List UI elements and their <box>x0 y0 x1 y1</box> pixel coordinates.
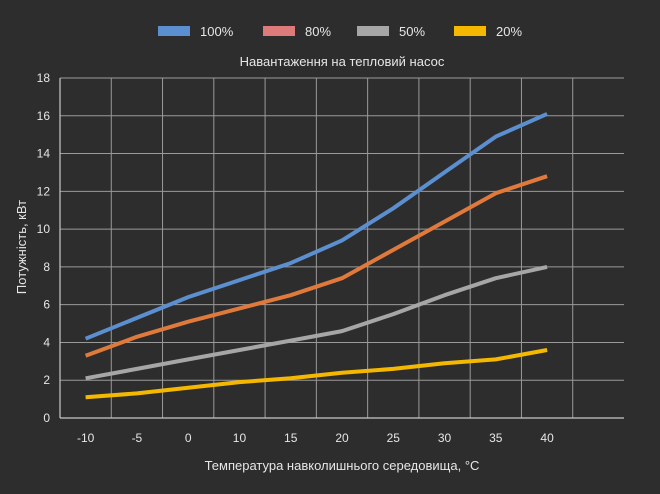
x-axis-label: Температура навколишнього середовища, °C <box>205 458 480 473</box>
series-lines <box>84 112 548 400</box>
chart-title: Навантаження на тепловий насос <box>240 54 445 69</box>
x-tick-label: 0 <box>185 431 192 445</box>
legend-swatch <box>454 26 486 36</box>
y-axis-ticks: 0 2 4 6 8 10 12 14 16 18 <box>37 71 51 425</box>
x-tick-label: 40 <box>540 431 554 445</box>
legend: 100% 80% 50% 20% <box>158 24 522 39</box>
x-tick-label: 30 <box>438 431 452 445</box>
legend-swatch <box>357 26 389 36</box>
legend-label: 80% <box>305 24 331 39</box>
x-tick-label: 15 <box>284 431 298 445</box>
y-tick-label: 10 <box>37 222 51 236</box>
y-tick-label: 6 <box>43 298 50 312</box>
x-tick-label: -5 <box>132 431 143 445</box>
series-line-2 <box>85 264 548 381</box>
axes <box>59 78 624 419</box>
legend-label: 20% <box>496 24 522 39</box>
y-tick-label: 0 <box>43 411 50 425</box>
legend-swatch <box>158 26 190 36</box>
y-tick-label: 4 <box>43 335 50 349</box>
y-tick-label: 14 <box>37 147 51 161</box>
y-tick-label: 2 <box>43 373 50 387</box>
y-tick-label: 12 <box>37 184 51 198</box>
x-tick-label: 25 <box>387 431 401 445</box>
x-tick-label: 35 <box>489 431 503 445</box>
series-line-0 <box>84 112 548 341</box>
series-line-3 <box>85 348 548 400</box>
x-tick-label: -10 <box>77 431 95 445</box>
y-axis-label: Потужність, кВт <box>14 200 29 294</box>
legend-label: 100% <box>200 24 234 39</box>
x-axis-ticks: -10 -5 0 10 15 20 25 30 35 40 <box>77 431 554 445</box>
grid-lines <box>60 77 624 418</box>
legend-label: 50% <box>399 24 425 39</box>
x-tick-label: 20 <box>335 431 349 445</box>
y-tick-label: 16 <box>37 109 51 123</box>
legend-swatch <box>263 26 295 36</box>
y-tick-label: 18 <box>37 71 51 85</box>
series-line-1 <box>84 174 548 358</box>
x-tick-label: 10 <box>233 431 247 445</box>
y-tick-label: 8 <box>43 260 50 274</box>
